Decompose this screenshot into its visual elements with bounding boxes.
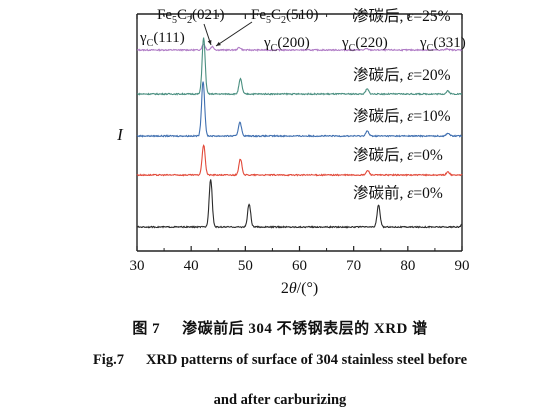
series-label: 渗碳后, ε=10%: [353, 107, 451, 125]
x-tick-label: 40: [184, 258, 199, 274]
series-label: 渗碳后, ε=20%: [353, 66, 451, 84]
x-tick-label: 60: [292, 258, 307, 274]
phase-annotation: Fe5C2(510): [251, 7, 319, 26]
figure-caption-english-line1: Fig.7 XRD patterns of surface of 304 stai…: [0, 352, 560, 369]
caption-label-en: Fig.7: [92, 352, 124, 368]
phase-annotation: γC(331): [419, 35, 466, 54]
series-label: 渗碳后, ε=0%: [353, 146, 443, 164]
series-line: [136, 43, 463, 52]
series-line: [136, 81, 463, 138]
series-line: [136, 179, 463, 229]
series-line: [136, 144, 463, 177]
series-label: 渗碳前, ε=0%: [353, 184, 443, 202]
annotation-arrow: [215, 21, 253, 47]
y-axis-label: I: [116, 125, 124, 144]
phase-annotation: γC(111): [139, 30, 185, 49]
x-axis-label: 2θ/(°): [281, 280, 318, 297]
x-tick-label: 80: [400, 258, 415, 274]
caption-text-zh: 渗碳前后 304 不锈钢表层的 XRD 谱: [182, 321, 428, 337]
x-tick-label: 90: [455, 258, 470, 274]
series-label: 渗碳后, ε=25%: [353, 7, 451, 25]
caption-label-zh: 图 7: [132, 321, 161, 337]
caption-text-en-line1: XRD patterns of surface of 304 stainless…: [145, 352, 468, 368]
figure-caption-english-line2: and after carburizing: [213, 392, 347, 408]
x-tick-label: 70: [346, 258, 361, 274]
figure-caption-chinese: 图 7 渗碳前后 304 不锈钢表层的 XRD 谱: [0, 317, 560, 338]
phase-annotation: γC(220): [341, 35, 388, 54]
series-line: [136, 37, 463, 96]
x-tick-label: 30: [130, 258, 145, 274]
annotation-arrowhead: [207, 40, 212, 45]
phase-annotation: γC(200): [263, 35, 310, 54]
annotation-arrowhead: [216, 41, 221, 46]
x-tick-label: 50: [238, 258, 253, 274]
phase-annotation: Fe5C2(021): [157, 7, 225, 26]
xrd-chart: 30 40 50 60 70 80 90 2θ/(°) I 渗碳后, ε=25% 渗碳后, ε=20…: [116, 7, 470, 297]
